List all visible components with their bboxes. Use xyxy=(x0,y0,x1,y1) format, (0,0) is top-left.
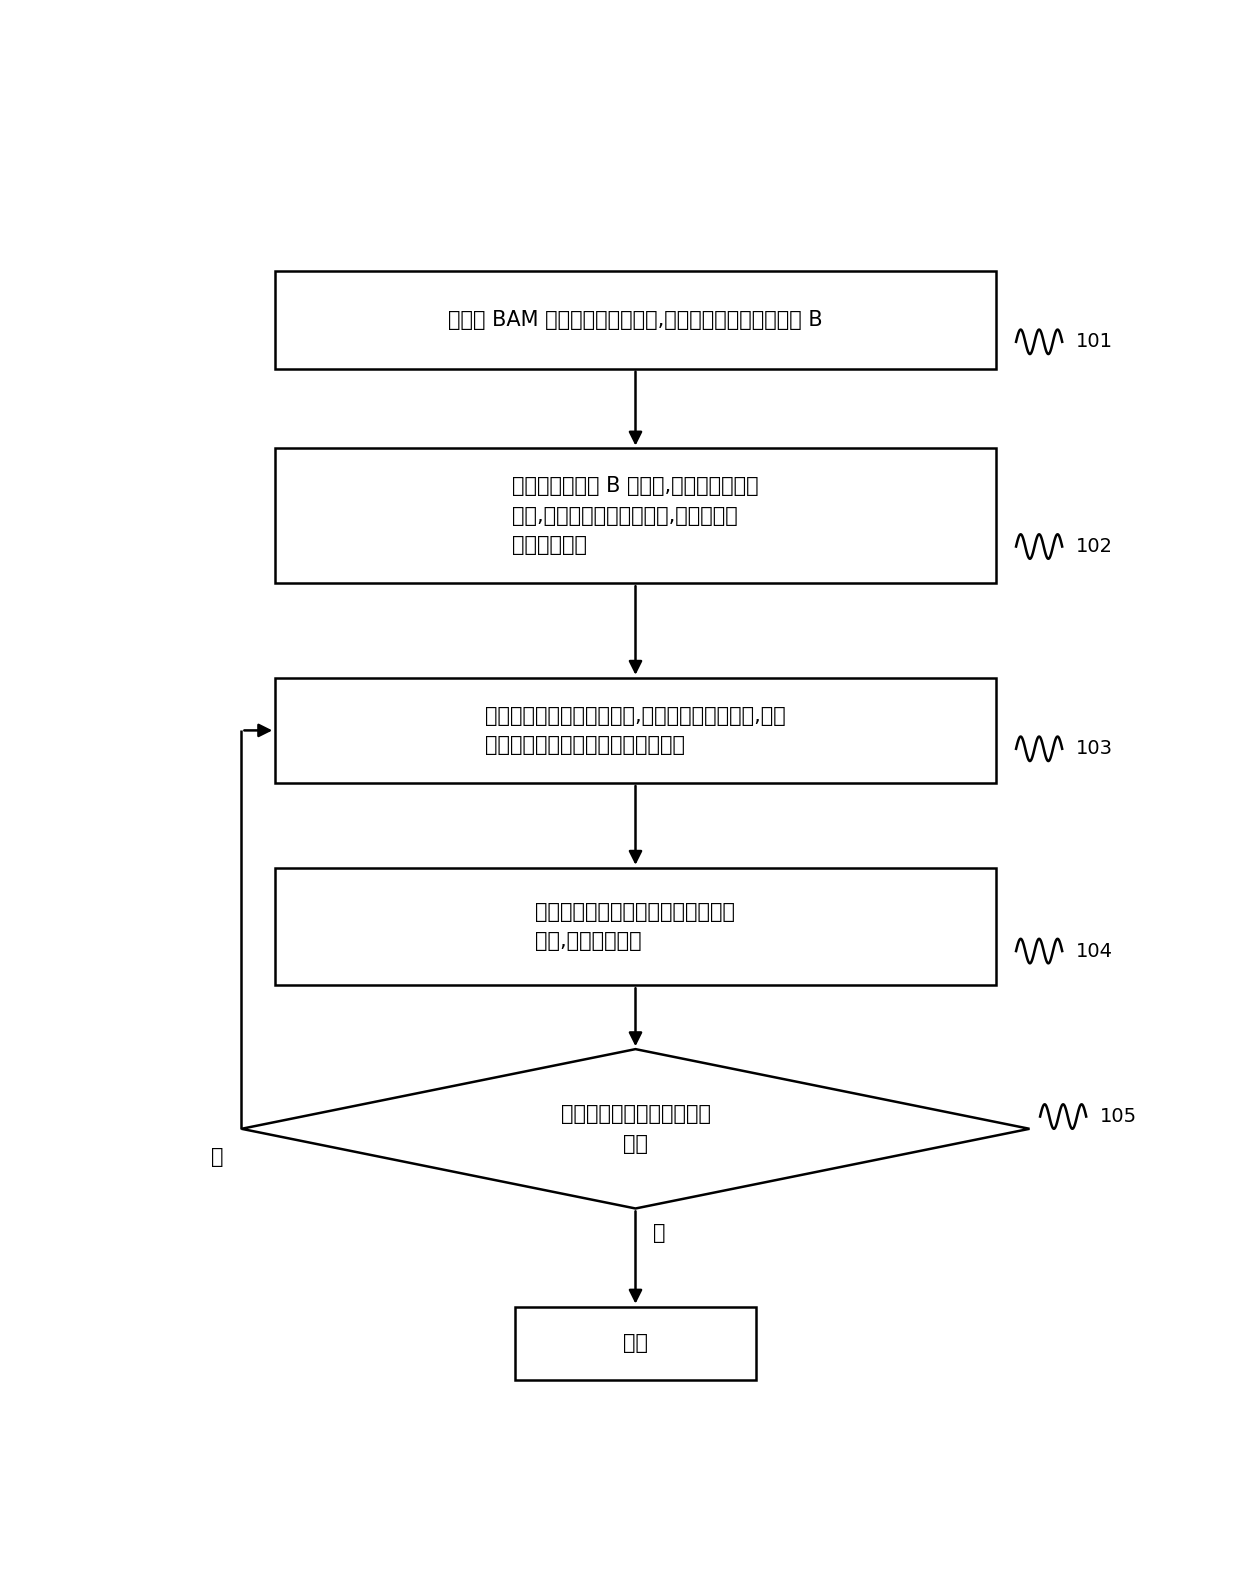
Text: 结束: 结束 xyxy=(622,1334,649,1353)
Text: 每当第一缓冲区 B 存满后,对其进行多线程
排序,并通过堆排序进行归并,压缩后形成
一个中间文件: 每当第一缓冲区 B 存满后,对其进行多线程 排序,并通过堆排序进行归并,压缩后形… xyxy=(512,476,759,556)
FancyBboxPatch shape xyxy=(275,868,996,985)
Text: 101: 101 xyxy=(1075,333,1112,352)
Text: 是: 是 xyxy=(653,1223,666,1243)
Text: 判断是否所有中间文件处理
完毕: 判断是否所有中间文件处理 完毕 xyxy=(560,1103,711,1154)
Text: 105: 105 xyxy=(1100,1106,1137,1126)
Text: 104: 104 xyxy=(1075,941,1112,960)
Text: 将归并的数据通过多个线程进行压缩
处理,写入结果文件: 将归并的数据通过多个线程进行压缩 处理,写入结果文件 xyxy=(536,901,735,952)
Text: 否: 否 xyxy=(211,1148,223,1167)
FancyBboxPatch shape xyxy=(275,449,996,583)
FancyBboxPatch shape xyxy=(275,678,996,783)
FancyBboxPatch shape xyxy=(516,1307,755,1380)
Text: 对中间文件进行读取和解压,放入分配好的缓冲区,对每
个缓冲区的数据通过堆排序进行归并: 对中间文件进行读取和解压,放入分配好的缓冲区,对每 个缓冲区的数据通过堆排序进行… xyxy=(485,705,786,755)
Text: 103: 103 xyxy=(1075,739,1112,758)
Polygon shape xyxy=(242,1049,1029,1208)
FancyBboxPatch shape xyxy=(275,271,996,369)
Text: 102: 102 xyxy=(1075,537,1112,556)
Text: 对目标 BAM 文件进行读取和解压,并存入连续的第一缓冲区 B: 对目标 BAM 文件进行读取和解压,并存入连续的第一缓冲区 B xyxy=(448,310,823,330)
